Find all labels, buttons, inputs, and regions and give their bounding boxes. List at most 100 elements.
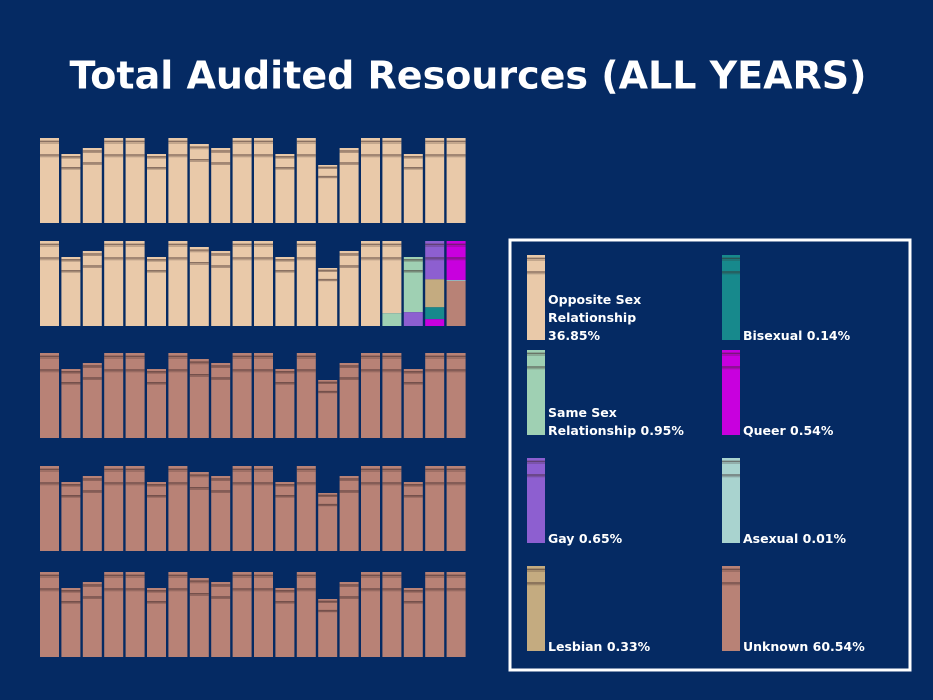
legend-text: Asexual 0.01% — [743, 530, 883, 548]
legend-label: Queer 0.54% — [743, 350, 883, 440]
book-segment — [211, 148, 230, 223]
book-segment — [361, 138, 380, 223]
book-segment — [340, 582, 359, 657]
book-segment — [168, 138, 187, 223]
book-segment — [404, 482, 423, 551]
book-segment — [83, 363, 102, 438]
book-segment — [211, 476, 230, 551]
legend-label: Gay 0.65% — [548, 458, 688, 548]
book-segment — [233, 572, 252, 657]
legend-swatch — [722, 566, 740, 651]
legend-name: Opposite Sex Relationship — [548, 292, 641, 325]
legend-text: Unknown 60.54% — [743, 638, 883, 656]
book-segment — [104, 353, 123, 438]
book-segment — [83, 251, 102, 326]
legend-text: Opposite Sex Relationship 36.85% — [548, 291, 688, 345]
legend-value: 0.95% — [641, 423, 684, 438]
book-segment — [275, 588, 294, 657]
legend-label: Asexual 0.01% — [743, 458, 883, 548]
book-segment — [318, 268, 337, 326]
book-segment — [211, 363, 230, 438]
legend-swatch — [722, 350, 740, 435]
legend-value: 0.54% — [790, 423, 833, 438]
legend-name: Asexual — [743, 531, 798, 546]
book-segment — [104, 572, 123, 657]
book-segment — [61, 588, 80, 657]
book-segment — [425, 353, 444, 438]
legend-swatch — [527, 458, 545, 543]
legend-text: Lesbian 0.33% — [548, 638, 688, 656]
book-segment — [447, 353, 466, 438]
legend-name: Same Sex Relationship — [548, 405, 636, 438]
legend-swatch — [722, 458, 740, 543]
book-segment — [425, 279, 444, 307]
book-segment — [126, 466, 145, 551]
legend-label: Lesbian 0.33% — [548, 566, 688, 656]
book-segment — [361, 572, 380, 657]
book-segment — [211, 582, 230, 657]
book-segment — [40, 241, 59, 326]
legend-name: Lesbian — [548, 639, 602, 654]
legend-text: Bisexual 0.14% — [743, 327, 883, 345]
book-segment — [190, 144, 209, 223]
legend-value: 36.85% — [548, 328, 600, 343]
book-segment — [168, 353, 187, 438]
book-segment — [61, 154, 80, 223]
book-segment — [425, 138, 444, 223]
book-segment — [447, 572, 466, 657]
book-segment — [254, 353, 273, 438]
book-segment — [147, 369, 166, 438]
book-segment — [361, 353, 380, 438]
book-segment — [233, 466, 252, 551]
legend-label: Unknown 60.54% — [743, 566, 883, 656]
book-segment — [168, 241, 187, 326]
book-segment — [404, 154, 423, 223]
legend-text: Queer 0.54% — [743, 422, 883, 440]
book-segment — [340, 363, 359, 438]
book-segment — [297, 353, 316, 438]
book-segment — [318, 493, 337, 551]
book-segment — [382, 353, 401, 438]
infographic: Total Audited Resources (ALL YEARS) Oppo… — [0, 0, 933, 700]
book-segment — [254, 572, 273, 657]
legend-value: 60.54% — [813, 639, 865, 654]
book-segment — [40, 138, 59, 223]
book-segment — [168, 572, 187, 657]
book-segment — [361, 466, 380, 551]
book-segment — [126, 353, 145, 438]
book-segment — [254, 241, 273, 326]
book-segment — [233, 138, 252, 223]
book-segment — [382, 572, 401, 657]
book-segment — [340, 251, 359, 326]
legend-name: Queer — [743, 423, 786, 438]
book-segment — [233, 353, 252, 438]
book-segment — [382, 241, 401, 313]
legend-swatch — [527, 566, 545, 651]
book-segment — [318, 165, 337, 223]
book-segment — [126, 138, 145, 223]
book-segment — [297, 241, 316, 326]
book-segment — [254, 138, 273, 223]
book-segment — [447, 281, 466, 326]
book-segment — [404, 312, 423, 326]
book-segment — [40, 353, 59, 438]
legend-name: Gay — [548, 531, 574, 546]
book-segment — [190, 472, 209, 551]
book-segment — [168, 466, 187, 551]
legend-value: 0.65% — [579, 531, 622, 546]
book-segment — [104, 466, 123, 551]
book-segment — [447, 466, 466, 551]
book-segment — [126, 241, 145, 326]
book-segment — [425, 466, 444, 551]
book-segment — [275, 369, 294, 438]
book-segment — [275, 257, 294, 326]
book-segment — [382, 313, 401, 326]
book-segment — [297, 466, 316, 551]
legend-value: 0.01% — [803, 531, 846, 546]
legend-text: Gay 0.65% — [548, 530, 688, 548]
book-segment — [83, 476, 102, 551]
book-segment — [425, 572, 444, 657]
legend-swatch — [722, 255, 740, 340]
book-segment — [425, 307, 444, 319]
book-segment — [190, 578, 209, 657]
